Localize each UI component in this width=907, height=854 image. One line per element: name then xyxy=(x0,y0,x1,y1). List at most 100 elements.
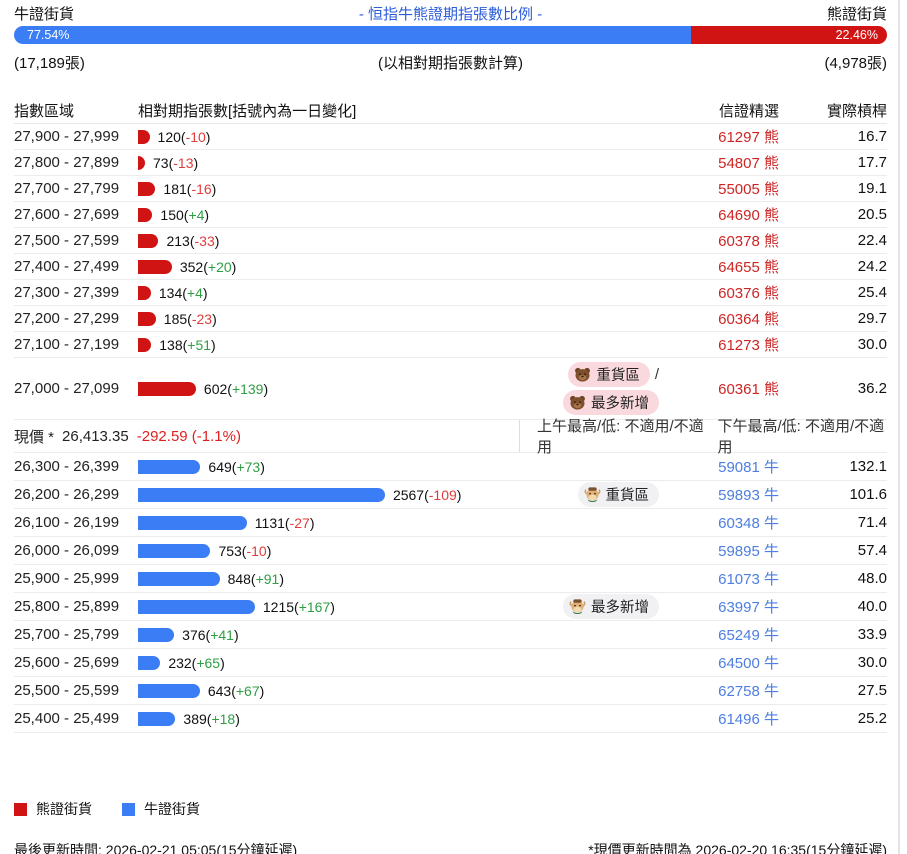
paren-open: ( xyxy=(186,180,192,197)
volume-value: 1215 xyxy=(262,598,295,615)
volume-bar xyxy=(138,337,152,352)
day-change: +91 xyxy=(255,570,280,587)
pick-code-link[interactable]: 59893 牛 xyxy=(718,487,779,504)
pick-code-link[interactable]: 61496 牛 xyxy=(718,711,779,728)
leverage-cell: 24.2 xyxy=(779,258,887,275)
volume-label: 376(+41) xyxy=(182,627,238,643)
volume-label: 1215(+167) xyxy=(263,599,335,615)
pm-high-low: 下午最高/低: 不適用/不適用 xyxy=(717,418,885,456)
pick-cell: 59081 牛 xyxy=(659,456,779,477)
pick-code-link[interactable]: 59081 牛 xyxy=(718,459,779,476)
paren-open: ( xyxy=(206,710,212,727)
pick-code-link[interactable]: 60364 熊 xyxy=(718,311,779,328)
price-range: 26,300 - 26,399 xyxy=(14,458,120,475)
table-row: 26,000 - 26,099 753(-10) 59895 牛 57.4 xyxy=(14,537,887,565)
am-high-low: 上午最高/低: 不適用/不適用 xyxy=(537,418,704,456)
bar-cell: 753(-10) xyxy=(138,543,481,559)
paren-close: ) xyxy=(263,380,269,397)
most-added-badge: 最多新增 xyxy=(563,594,659,619)
pick-code-link[interactable]: 60361 熊 xyxy=(718,381,779,398)
scrollbar-track[interactable] xyxy=(898,0,900,854)
paren-open: ( xyxy=(168,154,174,171)
table-row: 26,100 - 26,199 1131(-27) 60348 牛 71.4 xyxy=(14,509,887,537)
pick-code-link[interactable]: 61273 熊 xyxy=(718,337,779,354)
volume-bar xyxy=(138,259,172,274)
pick-code-link[interactable]: 64690 熊 xyxy=(718,207,779,224)
column-header-contracts: 相對期指張數[括號內為一日變化] xyxy=(138,103,357,120)
calculation-note: (以相對期指張數計算) xyxy=(378,55,523,72)
badge-line: 最多新增 xyxy=(563,594,659,619)
volume-bar xyxy=(138,181,156,196)
day-change: -23 xyxy=(191,310,213,327)
bull-outstanding-label: 牛證街貨 xyxy=(14,5,75,23)
volume-bar xyxy=(138,543,211,558)
pick-code-link[interactable]: 63997 牛 xyxy=(718,599,779,616)
price-range: 25,800 - 25,899 xyxy=(14,598,120,615)
pick-code-link[interactable]: 61073 牛 xyxy=(718,571,779,588)
volume-bar xyxy=(138,233,159,248)
volume-label: 643(+67) xyxy=(208,683,264,699)
leverage-value: 101.6 xyxy=(849,486,887,503)
pick-code-link[interactable]: 55005 熊 xyxy=(718,181,779,198)
bear-icon xyxy=(570,395,585,410)
paren-close: ) xyxy=(456,486,462,503)
volume-value: 352 xyxy=(179,258,204,275)
bar-cell: 138(+51) xyxy=(138,337,481,353)
pick-cell: 59895 牛 xyxy=(659,540,779,561)
pick-code-link[interactable]: 61297 熊 xyxy=(718,129,779,146)
volume-bar xyxy=(138,207,153,222)
bar-cell: 848(+91) xyxy=(138,571,481,587)
volume-value: 73 xyxy=(153,154,169,171)
bull-rows-section: 26,300 - 26,399 649(+73) 59081 牛 132.1 2… xyxy=(14,453,887,733)
price-range: 27,100 - 27,199 xyxy=(14,336,120,353)
volume-bar xyxy=(138,285,151,300)
legend-label: 熊證街貨 xyxy=(36,801,92,817)
volume-value: 848 xyxy=(227,570,251,587)
bar-cell: 376(+41) xyxy=(138,627,481,643)
volume-value: 150 xyxy=(160,206,184,223)
price-range: 25,900 - 25,999 xyxy=(14,570,120,587)
volume-bar xyxy=(138,487,385,502)
leverage-value: 36.2 xyxy=(857,380,887,397)
pick-cell: 64655 熊 xyxy=(659,256,779,277)
pick-code-link[interactable]: 60376 熊 xyxy=(718,285,779,302)
price-range: 27,000 - 27,099 xyxy=(14,380,120,397)
pick-code-link[interactable]: 62758 牛 xyxy=(718,683,779,700)
volume-bar xyxy=(138,599,255,614)
leverage-cell: 30.0 xyxy=(779,654,887,671)
pick-code-link[interactable]: 64500 牛 xyxy=(718,655,779,672)
badge-cell: 重貨區 / 最多新增 xyxy=(481,362,659,415)
volume-bar xyxy=(138,655,161,670)
volume-label: 2567(-109) xyxy=(393,487,462,503)
pick-code-link[interactable]: 64655 熊 xyxy=(718,259,779,276)
paren-close: ) xyxy=(233,626,239,643)
contract-counts-row: (17,189張) (以相對期指張數計算) (4,978張) xyxy=(14,52,887,72)
pick-code-link[interactable]: 60348 牛 xyxy=(718,515,779,532)
pick-code-link[interactable]: 60378 熊 xyxy=(718,233,779,250)
leverage-cell: 29.7 xyxy=(779,310,887,327)
paren-close: ) xyxy=(204,206,210,223)
badge-line: 最多新增 xyxy=(563,390,659,415)
pick-code-link[interactable]: 65249 牛 xyxy=(718,627,779,644)
volume-label: 134(+4) xyxy=(159,285,208,301)
volume-label: 389(+18) xyxy=(183,711,239,727)
leverage-cell: 101.6 xyxy=(779,486,887,503)
legend-label: 牛證街貨 xyxy=(144,801,200,817)
pick-code-link[interactable]: 54807 熊 xyxy=(718,155,779,172)
paren-open: ( xyxy=(205,626,211,643)
volume-bar xyxy=(138,129,150,144)
volume-bar xyxy=(138,711,176,726)
legend-item: 熊證街貨 xyxy=(14,799,92,819)
bear-outstanding-label: 熊證街貨 xyxy=(826,5,887,23)
day-change: -10 xyxy=(185,128,206,145)
bar-cell: 181(-16) xyxy=(138,181,481,197)
price-range: 25,700 - 25,799 xyxy=(14,626,120,643)
leverage-cell: 48.0 xyxy=(779,570,887,587)
pick-cell: 61273 熊 xyxy=(659,334,779,355)
current-price-label: 現價 * xyxy=(14,428,55,446)
leverage-value: 48.0 xyxy=(857,570,887,587)
badge-label: 重貨區 xyxy=(596,368,640,384)
pick-cell: 54807 熊 xyxy=(659,152,779,173)
pick-code-link[interactable]: 59895 牛 xyxy=(718,543,779,560)
volume-value: 753 xyxy=(218,542,242,559)
